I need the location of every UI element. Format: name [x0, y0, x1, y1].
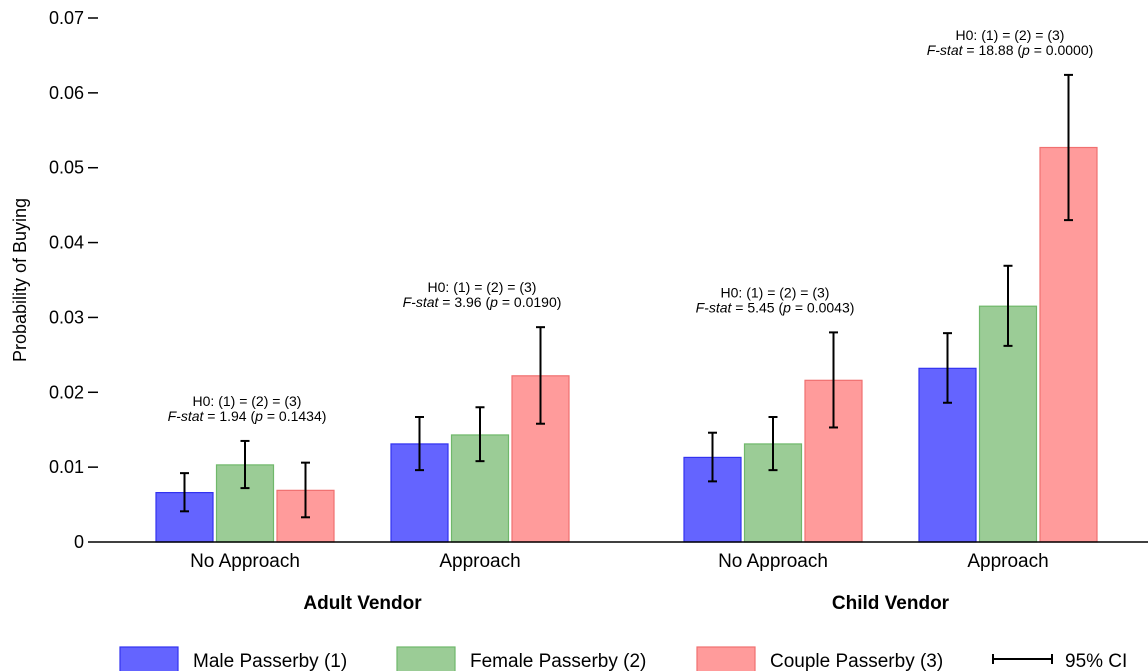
annotation-fstat: F-stat = 1.94 (p = 0.1434) — [168, 408, 327, 424]
y-tick-label: 0.02 — [49, 382, 84, 402]
annotations: H0: (1) = (2) = (3)F-stat = 1.94 (p = 0.… — [168, 27, 1094, 424]
annotation-fstat: F-stat = 5.45 (p = 0.0043) — [696, 299, 855, 315]
fstat-value: = 1.94 ( — [203, 408, 255, 424]
category-label: No Approach — [718, 551, 828, 572]
category-labels: No Approach Approach No Approach Approach — [190, 551, 1049, 572]
p-label: p — [254, 408, 263, 424]
legend-swatch — [396, 646, 456, 671]
annotation-fstat: F-stat = 3.96 (p = 0.0190) — [403, 294, 562, 310]
legend-swatch — [696, 646, 756, 671]
legend: Male Passerby (1) Female Passerby (2) Coup… — [119, 646, 1127, 671]
y-tick-label: 0.03 — [49, 307, 84, 327]
category-label: Approach — [967, 551, 1048, 572]
annotation-hypothesis: H0: (1) = (2) = (3) — [428, 279, 537, 295]
annotation-fstat: F-stat = 18.88 (p = 0.0000) — [927, 42, 1094, 58]
p-value: = 0.1434) — [263, 408, 326, 424]
y-axis: 0 0.01 0.02 0.03 0.04 0.05 0.06 0.07 — [49, 8, 98, 552]
group-label: Adult Vendor — [303, 593, 422, 614]
p-label: p — [782, 299, 791, 315]
y-tick-label: 0.01 — [49, 457, 84, 477]
p-label: p — [489, 294, 498, 310]
bar — [918, 367, 977, 543]
fstat-label: F-stat — [403, 294, 440, 310]
group-label: Child Vendor — [832, 593, 950, 614]
annotation-hypothesis: H0: (1) = (2) = (3) — [193, 393, 302, 409]
y-tick-label: 0.06 — [49, 83, 84, 103]
ci-legend-label: 95% CI — [1065, 651, 1127, 671]
annotation-hypothesis: H0: (1) = (2) = (3) — [956, 27, 1065, 43]
fstat-label: F-stat — [927, 42, 964, 58]
p-value: = 0.0000) — [1030, 42, 1093, 58]
y-tick-label: 0.07 — [49, 8, 84, 28]
legend-swatch — [119, 646, 179, 671]
error-bars — [180, 73, 1073, 519]
fstat-label: F-stat — [696, 299, 733, 315]
y-axis-label: Probability of Buying — [10, 198, 30, 362]
legend-label: Couple Passerby (3) — [770, 651, 943, 671]
y-tick-label: 0 — [74, 532, 84, 552]
fstat-label: F-stat — [168, 408, 205, 424]
p-value: = 0.0190) — [498, 294, 561, 310]
y-tick-label: 0.04 — [49, 233, 84, 253]
annotation-hypothesis: H0: (1) = (2) = (3) — [721, 284, 830, 300]
category-label: No Approach — [190, 551, 300, 572]
y-tick-label: 0.05 — [49, 158, 84, 178]
p-value: = 0.0043) — [791, 299, 854, 315]
group-labels: Adult Vendor Child Vendor — [303, 593, 949, 614]
fstat-value: = 18.88 ( — [963, 42, 1023, 58]
p-label: p — [1021, 42, 1030, 58]
category-label: Approach — [439, 551, 520, 572]
fstat-value: = 5.45 ( — [731, 299, 783, 315]
fstat-value: = 3.96 ( — [438, 294, 490, 310]
legend-label: Female Passerby (2) — [470, 651, 646, 671]
legend-label: Male Passerby (1) — [193, 651, 347, 671]
bars — [155, 146, 1098, 543]
